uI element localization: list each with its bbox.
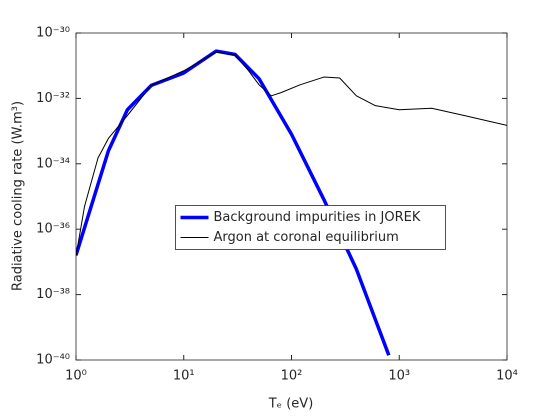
- x-axis-label: Tₑ (eV): [268, 397, 314, 412]
- legend-label: Background impurities in JOREK: [214, 210, 421, 225]
- legend-box: [175, 205, 446, 250]
- plot-area: [75, 32, 508, 361]
- x-tick-label: 10²: [281, 369, 303, 384]
- legend-label: Argon at coronal equilibrium: [214, 230, 399, 245]
- line-series: [76, 51, 507, 257]
- x-tick-label: 10¹: [173, 369, 195, 384]
- y-tick-label: 10⁻⁴⁰: [36, 353, 70, 368]
- x-tick-label: 10³: [388, 369, 410, 384]
- y-tick-label: 10⁻³⁰: [36, 26, 70, 41]
- y-tick-label: 10⁻³⁸: [36, 287, 70, 302]
- y-axis-label: Radiative cooling rate (W.m³): [11, 101, 26, 291]
- y-tick-label: 10⁻³²: [36, 91, 70, 106]
- x-tick-label: 10⁴: [496, 369, 518, 384]
- y-tick-label: 10⁻³⁴: [36, 156, 70, 171]
- x-tick-label: 10⁰: [65, 369, 87, 384]
- y-tick-label: 10⁻³⁶: [36, 222, 70, 237]
